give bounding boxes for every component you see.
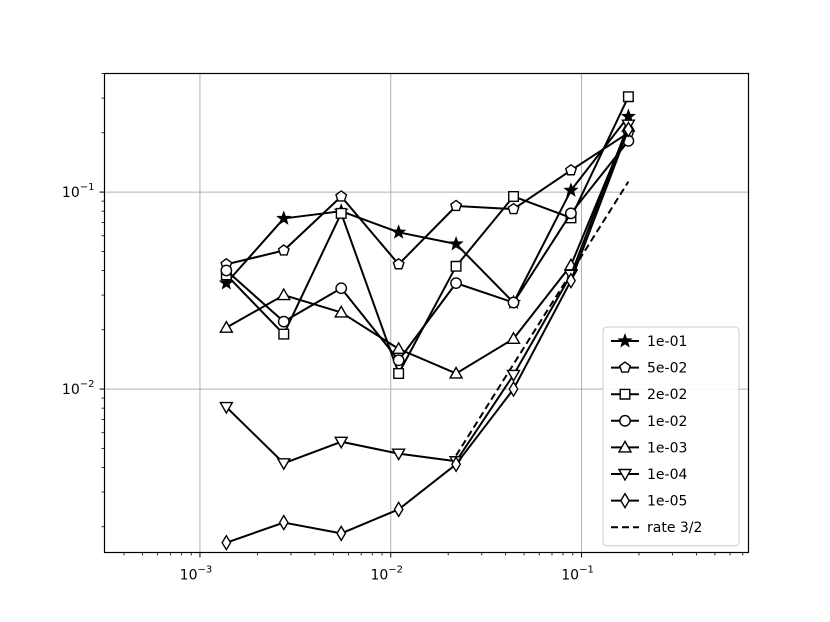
data-point-triangle-up xyxy=(506,331,521,344)
legend-label: rate 3/2 xyxy=(647,520,702,536)
series-line xyxy=(226,131,629,266)
data-point-triangle-up xyxy=(276,287,291,301)
legend-label: 2e-02 xyxy=(647,387,687,403)
legend: 1e-01 5e-02 2e-02 1e-02 1e-03 1e-04 1e-05 rate … xyxy=(602,326,740,547)
legend-entry: 1e-02 xyxy=(611,414,687,430)
data-point-triangle-down xyxy=(219,401,234,415)
reference-line-rate-3-2 xyxy=(455,181,630,457)
legend-box xyxy=(602,326,740,547)
data-point-pentagon xyxy=(335,190,348,202)
data-point-circle xyxy=(277,315,290,328)
series-1e-03 xyxy=(219,119,636,379)
series-1e-02 xyxy=(220,134,635,367)
legend-marker-circle xyxy=(619,414,631,427)
data-point-pentagon xyxy=(392,257,405,270)
legend-label: 1e-05 xyxy=(647,494,687,510)
data-point-triangle-up xyxy=(219,320,234,333)
series-1e-04 xyxy=(219,119,636,471)
x-tick-label: 10−1 xyxy=(561,565,594,584)
data-point-triangle-down xyxy=(391,448,406,462)
data-point-star xyxy=(563,182,579,197)
grid-lines xyxy=(104,73,749,553)
data-point-pentagon xyxy=(507,202,520,215)
data-point-triangle-down xyxy=(506,369,521,383)
data-point-star xyxy=(391,224,407,239)
data-point-pentagon xyxy=(277,244,290,256)
data-point-square xyxy=(335,207,347,219)
data-point-square xyxy=(508,190,520,202)
data-point-diamond xyxy=(508,380,519,398)
plot-frame xyxy=(103,72,750,554)
data-point-triangle-down xyxy=(334,436,349,450)
series-line xyxy=(225,126,630,375)
data-point-diamond xyxy=(221,534,232,552)
reference-line-layer xyxy=(455,181,630,457)
legend-label: 1e-01 xyxy=(647,334,687,350)
data-point-star xyxy=(276,210,292,225)
series-1e-05 xyxy=(221,121,634,552)
y-tick-label: 10−1 xyxy=(62,182,95,201)
legend-entry: 5e-02 xyxy=(611,361,687,377)
series-line xyxy=(225,96,630,375)
data-point-pentagon xyxy=(564,163,578,176)
data-point-triangle-up xyxy=(448,366,464,379)
legend-marker-square xyxy=(619,388,631,400)
data-point-circle xyxy=(335,282,348,295)
data-point-diamond xyxy=(393,501,404,518)
legend-marker-triangle-up xyxy=(617,439,633,453)
y-tick-label: 10−2 xyxy=(62,379,95,398)
data-point-square xyxy=(450,260,462,272)
legend-label: 1e-02 xyxy=(647,414,687,430)
legend-entry: 1e-01 xyxy=(611,333,687,350)
data-point-diamond xyxy=(336,525,347,542)
axis-ticks: 10−3 10−2 10−1 10−2 10−1 xyxy=(62,73,744,584)
legend-label: 1e-04 xyxy=(647,467,687,483)
data-point-star xyxy=(620,108,636,123)
series-line xyxy=(225,115,630,304)
data-point-triangle-up xyxy=(334,304,349,318)
data-point-circle xyxy=(450,277,462,290)
data-point-circle xyxy=(507,296,520,309)
legend-marker-star xyxy=(617,333,633,348)
x-tick-label: 10−3 xyxy=(180,565,213,584)
legend-marker-triangle-down xyxy=(617,468,633,482)
data-point-triangle-down xyxy=(276,458,291,471)
data-point-pentagon xyxy=(450,199,463,212)
data-point-circle xyxy=(220,264,233,277)
data-point-diamond xyxy=(565,272,576,290)
data-point-circle xyxy=(392,354,405,367)
data-point-circle xyxy=(565,207,577,220)
data-point-diamond xyxy=(623,121,634,138)
legend-label: 5e-02 xyxy=(647,361,687,377)
data-point-triangle-up xyxy=(391,341,406,355)
legend-entry: 1e-04 xyxy=(611,467,687,483)
data-point-star xyxy=(218,275,234,290)
legend-entry: 2e-02 xyxy=(611,387,687,403)
data-point-star xyxy=(448,236,464,251)
legend-entry: rate 3/2 xyxy=(611,520,702,536)
legend-entry: 1e-03 xyxy=(611,439,687,456)
data-point-diamond xyxy=(278,514,289,531)
data-point-square xyxy=(278,328,290,340)
series-line xyxy=(225,140,630,362)
x-tick-label: 10−2 xyxy=(370,565,403,584)
data-point-diamond xyxy=(451,455,462,473)
series-line xyxy=(226,129,630,544)
legend-entry: 1e-05 xyxy=(611,492,687,510)
legend-marker-pentagon xyxy=(618,361,632,373)
series-layer xyxy=(218,91,636,552)
legend-label: 1e-03 xyxy=(647,440,687,456)
data-point-square xyxy=(622,91,634,103)
data-point-square xyxy=(393,367,405,379)
legend-marker-diamond xyxy=(619,492,631,509)
series-line xyxy=(225,124,630,465)
